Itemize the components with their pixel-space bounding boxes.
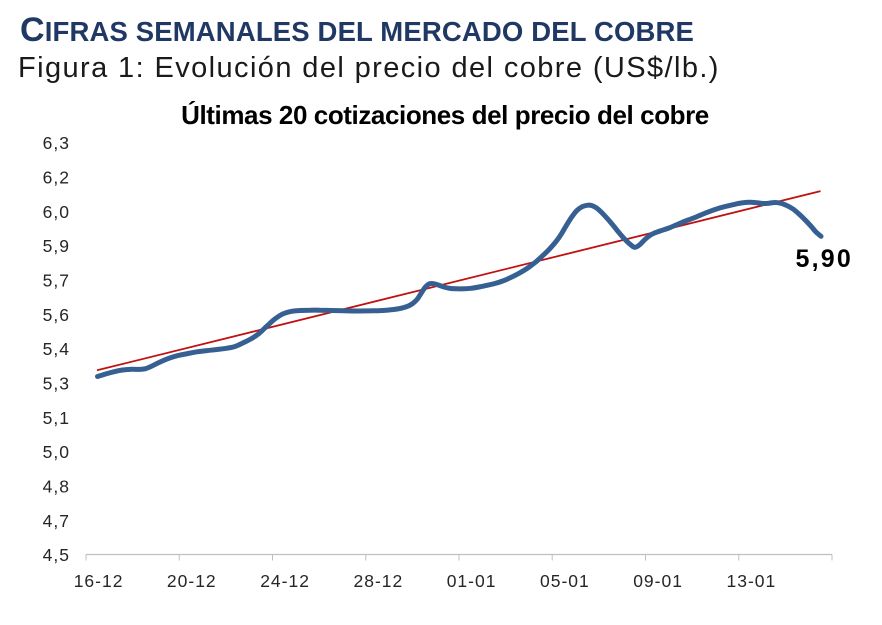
svg-text:01-01: 01-01 xyxy=(447,571,497,591)
svg-text:5,1: 5,1 xyxy=(43,408,70,428)
svg-text:5,0: 5,0 xyxy=(43,442,70,462)
svg-text:5,6: 5,6 xyxy=(43,305,70,325)
svg-text:5,9: 5,9 xyxy=(43,236,70,256)
svg-text:09-01: 09-01 xyxy=(633,571,683,591)
svg-text:6,0: 6,0 xyxy=(43,202,70,222)
svg-text:5,3: 5,3 xyxy=(43,374,70,394)
svg-text:13-01: 13-01 xyxy=(727,571,777,591)
svg-text:28-12: 28-12 xyxy=(354,571,404,591)
svg-text:05-01: 05-01 xyxy=(540,571,590,591)
svg-text:5,7: 5,7 xyxy=(43,271,70,291)
svg-text:6,3: 6,3 xyxy=(43,133,70,153)
svg-text:6,2: 6,2 xyxy=(43,168,70,188)
svg-text:4,7: 4,7 xyxy=(43,511,70,531)
svg-text:4,8: 4,8 xyxy=(43,477,70,497)
svg-text:24-12: 24-12 xyxy=(260,571,310,591)
svg-text:16-12: 16-12 xyxy=(74,571,124,591)
svg-text:5,4: 5,4 xyxy=(43,339,70,359)
svg-text:20-12: 20-12 xyxy=(167,571,217,591)
svg-text:4,5: 4,5 xyxy=(43,545,70,565)
